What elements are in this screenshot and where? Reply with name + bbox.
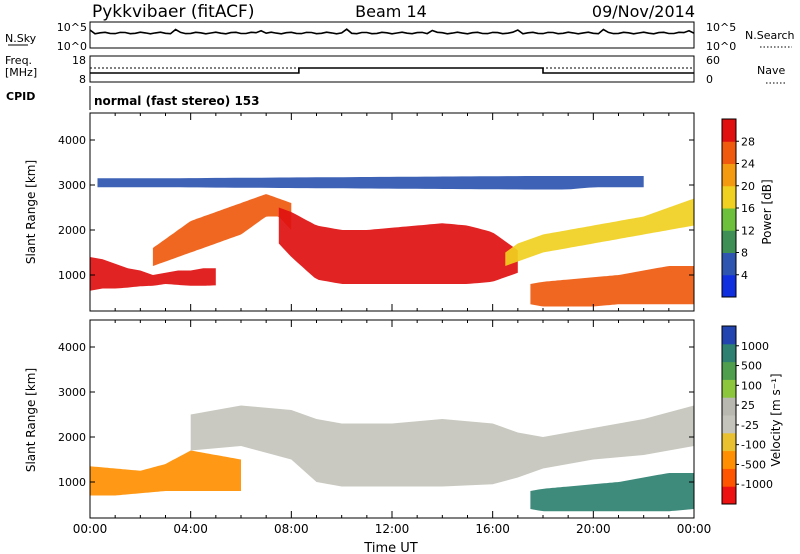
freq-unit: [MHz]	[5, 66, 37, 79]
x-tick-label: 04:00	[173, 522, 208, 536]
y-tick-label: 2000	[58, 224, 86, 237]
colorbar-tick-label: -100	[741, 439, 766, 452]
power-panel: 1000 2000 3000 4000 Slant Range [km] 4 8 12 16…	[24, 112, 774, 312]
nsky-frame	[89, 21, 695, 49]
echo-band	[97, 176, 644, 190]
freq-strip: Freq. [MHz] 18 8 60 0 Nave	[5, 54, 786, 86]
nsky-tick-bottom: 10^0	[57, 40, 87, 53]
time-axis-label: Time UT	[363, 541, 417, 554]
echo-band	[278, 207, 518, 284]
freq-trace	[90, 67, 694, 74]
colorbar-tick-label: -25	[741, 419, 759, 432]
colorbar-swatch	[722, 163, 736, 187]
cpid-text: normal (fast stereo) 153	[94, 94, 260, 108]
y-tick-label: 3000	[58, 179, 86, 192]
colorbar-tick-label: 100	[741, 379, 762, 392]
power-y-axis: 1000 2000 3000 4000	[58, 134, 694, 282]
nsearch-tick-bottom: 10^0	[706, 40, 736, 53]
x-tick-label: 20:00	[576, 522, 611, 536]
freq-tick-top: 18	[72, 54, 86, 67]
freq-tick-bottom: 8	[79, 73, 86, 86]
colorbar-swatch	[722, 141, 736, 164]
colorbar-swatch	[722, 208, 736, 231]
nave-label: Nave	[757, 64, 785, 77]
station-title: Pykkvibaer (fitACF)	[92, 2, 254, 22]
echo-band	[90, 257, 216, 291]
x-tick-label: 00:00	[73, 522, 108, 536]
y-tick-label: 1000	[58, 269, 86, 282]
cpid-label: CPID	[6, 90, 35, 103]
colorbar-swatch	[722, 230, 736, 253]
velocity-echo-bands	[90, 405, 694, 512]
colorbar-tick-label: 8	[741, 247, 748, 260]
colorbar-tick-label: 24	[741, 158, 755, 171]
freq-label: Freq.	[5, 54, 32, 67]
colorbar-tick-label: 500	[741, 360, 762, 373]
velocity-colorbar: 1000 500 100 25 -25 -100 -500 -1000	[721, 325, 773, 505]
colorbar-tick-label: 25	[741, 399, 755, 412]
nsky-trace	[89, 28, 695, 35]
colorbar-tick-label: 20	[741, 180, 755, 193]
cpid-strip: CPID normal (fast stereo) 153	[6, 86, 260, 110]
nsky-label: N.Sky	[5, 32, 37, 45]
colorbar-swatch	[722, 343, 736, 363]
colorbar-swatch	[722, 468, 736, 487]
x-tick-label: 12:00	[375, 522, 410, 536]
colorbar-tick-label: 4	[741, 269, 748, 282]
colorbar-swatch	[722, 432, 736, 452]
colorbar-tick-label: 28	[741, 135, 755, 148]
power-ylabel: Slant Range [km]	[24, 160, 38, 264]
nsky-strip: N.Sky 10^5 10^0 10^5 10^0 N.Search	[5, 21, 795, 53]
y-tick-label: 4000	[58, 134, 86, 147]
colorbar-swatch	[722, 361, 736, 380]
colorbar-tick-label: 16	[741, 202, 755, 215]
power-colorbar: 4 8 12 16 20 24 28	[721, 118, 755, 298]
colorbar-swatch	[722, 252, 736, 276]
y-tick-label: 1000	[58, 476, 86, 489]
power-colorbar-label: Power [dB]	[760, 179, 774, 244]
echo-band	[190, 405, 694, 487]
velocity-y-axis: 1000 2000 3000 4000	[58, 341, 694, 489]
y-tick-label: 3000	[58, 386, 86, 399]
colorbar-tick-label: -500	[741, 458, 766, 471]
colorbar-tick-label: -1000	[741, 478, 773, 491]
nsearch-label: N.Search	[745, 29, 795, 42]
colorbar-swatch	[722, 486, 736, 505]
beam-title: Beam 14	[355, 2, 427, 21]
y-tick-label: 4000	[58, 341, 86, 354]
colorbar-swatch	[722, 397, 736, 416]
velocity-colorbar-label: Velocity [m s⁻¹]	[769, 373, 783, 466]
freq-frame	[89, 55, 695, 83]
x-tick-label: 08:00	[274, 522, 309, 536]
nave-tick-top: 60	[706, 54, 720, 67]
echo-band	[530, 473, 694, 512]
colorbar-swatch	[722, 415, 736, 434]
date-title: 09/Nov/2014	[592, 2, 695, 21]
colorbar-tick-label: 1000	[741, 340, 769, 353]
velocity-x-axis: 00:00 04:00 08:00 12:00 16:00 20:00 00:00	[73, 320, 712, 536]
colorbar-swatch	[722, 450, 736, 469]
colorbar-swatch	[722, 119, 736, 142]
nsearch-tick-top: 10^5	[706, 21, 736, 34]
echo-band	[505, 198, 694, 266]
x-tick-label: 16:00	[475, 522, 510, 536]
y-tick-label: 2000	[58, 431, 86, 444]
nave-tick-bottom: 0	[706, 73, 713, 86]
colorbar-frame	[721, 325, 737, 505]
nsky-tick-top: 10^5	[57, 21, 87, 34]
colorbar-swatch	[722, 185, 736, 209]
x-tick-label: 00:00	[677, 522, 712, 536]
colorbar-swatch	[722, 326, 736, 345]
velocity-panel: 1000 2000 3000 4000 00:00 04:00 08:00 12:00 16:…	[24, 319, 783, 536]
echo-band	[530, 266, 694, 307]
colorbar-swatch	[722, 379, 736, 398]
power-x-axis	[89, 113, 695, 311]
power-echo-bands	[90, 176, 694, 307]
colorbar-tick-label: 12	[741, 224, 755, 237]
echo-band	[152, 194, 292, 266]
velocity-ylabel: Slant Range [km]	[24, 368, 38, 472]
echo-band	[90, 450, 241, 496]
colorbar-swatch	[722, 274, 736, 298]
